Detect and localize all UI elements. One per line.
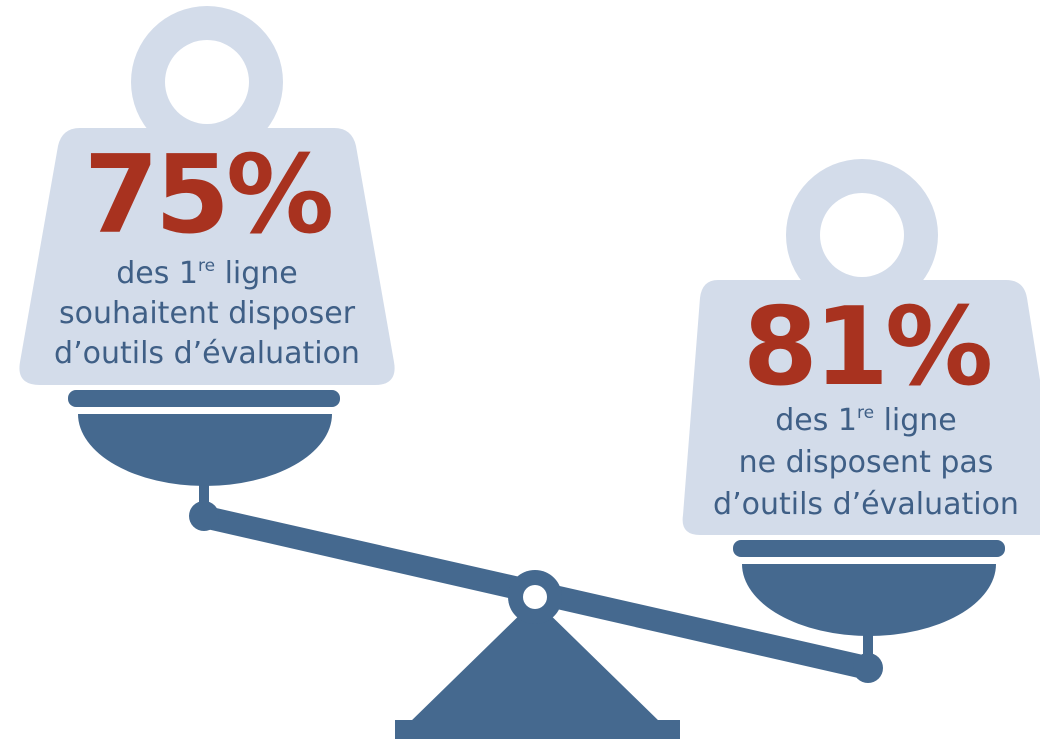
pivot-hole	[523, 585, 547, 609]
text: ligne	[874, 403, 957, 438]
text: ligne	[215, 256, 298, 291]
text: des 1	[775, 403, 857, 438]
scale-infographic: 75% des 1re ligne souhaitent disposer d’…	[0, 0, 1040, 739]
text-line: d’outils d’évaluation	[713, 487, 1019, 522]
text-line: d’outils d’évaluation	[54, 336, 360, 371]
text-line: ne disposent pas	[739, 445, 994, 480]
pan-bar	[733, 540, 1005, 557]
stat: 81%	[743, 285, 990, 410]
pan-bowl	[742, 564, 996, 636]
text: des 1	[116, 256, 198, 291]
superscript: re	[857, 403, 874, 423]
superscript: re	[198, 256, 215, 276]
stat: 75%	[84, 133, 331, 258]
pan-bar	[68, 390, 340, 407]
base-bar	[395, 720, 680, 739]
pan-bowl	[78, 414, 332, 486]
text-line: souhaitent disposer	[59, 296, 356, 331]
weight-ring-hole	[165, 40, 249, 124]
weight-ring-hole	[820, 193, 904, 277]
